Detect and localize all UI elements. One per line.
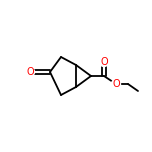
Text: O: O <box>100 57 108 67</box>
Circle shape <box>100 57 109 67</box>
Circle shape <box>112 79 121 88</box>
Text: O: O <box>26 67 34 77</box>
Text: O: O <box>112 79 120 89</box>
Circle shape <box>26 67 35 76</box>
